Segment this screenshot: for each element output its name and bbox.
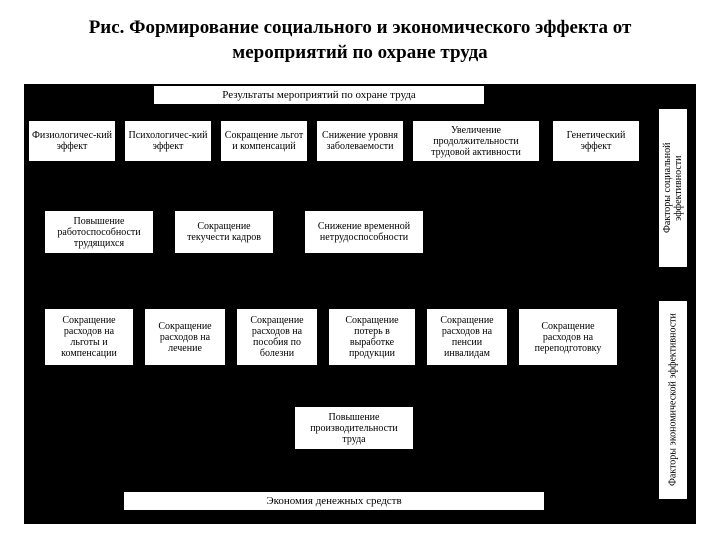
flowchart-diagram: Результаты мероприятий по охране труда Ф…	[24, 84, 696, 524]
row1-box-1: Психологичес-кий эффект	[124, 120, 212, 162]
row1-box-3: Снижение уровня заболеваемости	[316, 120, 404, 162]
row1-box-0: Физиологичес-кий эффект	[28, 120, 116, 162]
top-header-bar: Результаты мероприятий по охране труда	[154, 86, 484, 104]
row3-box-4: Сокращение расходов на пенсии инвалидам	[426, 308, 508, 366]
row3-box-1: Сокращение расходов на лечение	[144, 308, 226, 366]
side-label-economic: Факторы экономической эффективности	[658, 300, 688, 500]
bottom-footer-bar: Экономия денежных средств	[124, 492, 544, 510]
row1-box-4: Увеличение продолжительности трудовой ак…	[412, 120, 540, 162]
row2-box-1: Сокращение текучести кадров	[174, 210, 274, 254]
row4-box-0: Повышение производительности труда	[294, 406, 414, 450]
row2-box-2: Снижение временной нетрудоспособности	[304, 210, 424, 254]
row3-box-0: Сокращение расходов на льготы и компенса…	[44, 308, 134, 366]
row3-box-2: Сокращение расходов на пособия по болезн…	[236, 308, 318, 366]
side-label-social: Факторы социальной эффективности	[658, 108, 688, 268]
row3-box-5: Сокращение расходов на переподготовку	[518, 308, 618, 366]
row2-box-0: Повышение работоспособности трудящихся	[44, 210, 154, 254]
row3-box-3: Сокращение потерь в выработке продукции	[328, 308, 416, 366]
page-title: Рис. Формирование социального и экономич…	[0, 0, 720, 71]
row1-box-5: Генетический эффект	[552, 120, 640, 162]
row1-box-2: Сокращение льгот и компенсаций	[220, 120, 308, 162]
